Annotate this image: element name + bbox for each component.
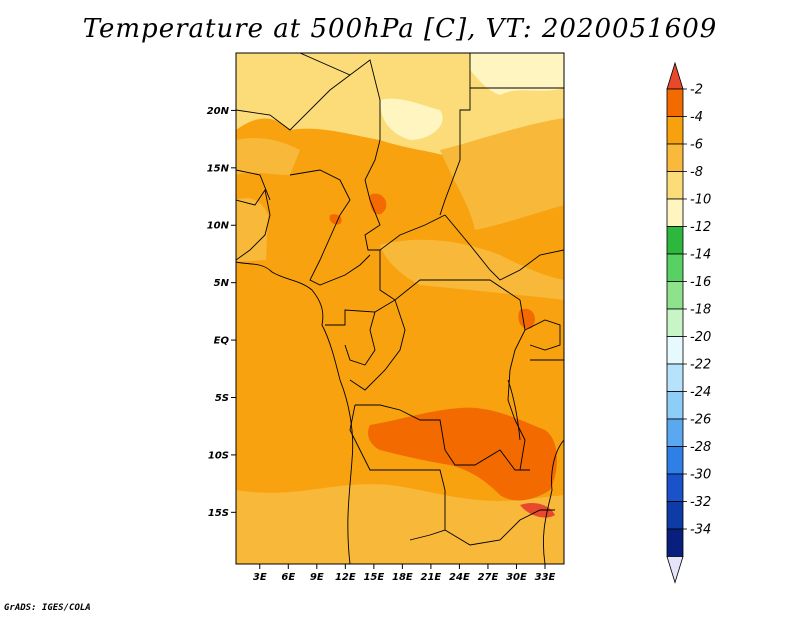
border-angola — [349, 404, 446, 541]
colorbar-label: -8 — [690, 165, 703, 180]
border-uganda — [524, 319, 561, 351]
lon-tick-label: 3E — [253, 572, 267, 583]
colorbar-label: -18 — [690, 303, 711, 318]
border-lake-tanganyika — [507, 379, 521, 441]
colorbar-box — [666, 363, 684, 392]
lat-tick-label: 10S — [208, 450, 229, 461]
colorbar-box — [666, 88, 684, 117]
lon-tick-label: 27E — [478, 572, 499, 583]
border-drc-south — [355, 404, 530, 471]
border-zambia — [444, 509, 555, 546]
lat-tick-label: 5S — [215, 393, 229, 404]
lat-tick-label: EQ — [214, 336, 230, 347]
colorbar-label: -26 — [690, 413, 711, 428]
chart-title: Temperature at 500hPa [C], VT: 202005160… — [82, 14, 718, 44]
lat-tick-label: 15N — [207, 163, 230, 174]
lon-tick-label: 15E — [363, 572, 384, 583]
colorbar-box — [666, 308, 684, 337]
colorbar-label: -28 — [690, 440, 711, 455]
border-misc-1 — [236, 188, 271, 261]
lat-tick-label: 15S — [208, 508, 229, 519]
lon-tick-label: 18E — [392, 572, 413, 583]
coastline-west — [236, 261, 354, 564]
field-ne-streak — [440, 118, 564, 230]
map-field — [236, 53, 564, 564]
grads-credit: GrADS: IGES/COLA — [4, 603, 91, 613]
country-borders — [236, 53, 564, 564]
border-sudan — [444, 214, 564, 281]
colorbar-label: -2 — [690, 83, 703, 98]
border-misc-3 — [236, 169, 271, 201]
colorbar-top-triangle — [666, 61, 684, 90]
colorbar-label: -20 — [690, 330, 711, 345]
border-drc-east — [507, 299, 526, 471]
colorbar-box — [666, 473, 684, 502]
colorbar-box — [666, 198, 684, 227]
colorbar-label: -4 — [690, 110, 703, 125]
border-car-south — [379, 250, 521, 301]
colorbar-bottom-triangle — [666, 556, 684, 584]
colorbar-box — [666, 446, 684, 475]
field-hot-2 — [329, 214, 342, 225]
colorbar-label: -14 — [690, 248, 711, 263]
coastline-east — [542, 439, 564, 564]
map-frame — [235, 52, 565, 565]
field-nw-light — [236, 138, 300, 175]
colorbar-box — [666, 336, 684, 365]
colorbar-box — [666, 116, 684, 145]
field-light-west — [236, 198, 268, 262]
border-chad-car — [364, 199, 446, 251]
colorbar-label: -10 — [690, 193, 711, 208]
border-congo — [349, 299, 406, 391]
lat-tick-label: 5N — [214, 278, 230, 289]
colorbar-label: -24 — [690, 385, 711, 400]
colorbar-label: -32 — [690, 495, 711, 510]
lat-tick-label: 10N — [207, 221, 230, 232]
lon-tick-label: 24E — [449, 572, 470, 583]
colorbar-box — [666, 281, 684, 310]
lon-tick-label: 33E — [535, 572, 556, 583]
colorbar-box — [666, 143, 684, 172]
colorbar-label: -34 — [690, 523, 711, 538]
field-light-south — [236, 484, 564, 564]
field-north-pale — [470, 53, 564, 95]
border-north-1 — [299, 53, 381, 201]
latitude-axis: 20N 15N 10N 5N EQ 5S 10S 15S — [207, 106, 236, 519]
longitude-axis: 3E 6E 9E 12E 15E 18E 21E 24E 27E 30E 33E — [253, 564, 556, 583]
border-misc-2 — [289, 169, 351, 216]
field-mid-streak — [380, 239, 564, 300]
colorbar-box — [666, 253, 684, 282]
field-north-pale-2 — [380, 98, 443, 140]
lat-tick-label: 20N — [207, 106, 230, 117]
colorbar-box — [666, 501, 684, 530]
border-gabon — [325, 309, 376, 366]
colorbar-label: -16 — [690, 275, 711, 290]
lon-tick-label: 12E — [335, 572, 356, 583]
lon-tick-label: 21E — [421, 572, 442, 583]
colorbar-label: -30 — [690, 468, 711, 483]
colorbar: -2 -4 -6 -8 -10 -12 -14 -16 -18 -20 -22 -24 -26 -28 -3… — [666, 61, 711, 584]
colorbar-box — [666, 418, 684, 447]
colorbar-box — [666, 391, 684, 420]
lon-tick-label: 30E — [506, 572, 527, 583]
colorbar-box — [666, 528, 684, 557]
colorbar-label: -22 — [690, 358, 711, 373]
lon-tick-label: 9E — [310, 572, 324, 583]
colorbar-label: -6 — [690, 138, 703, 153]
colorbar-box — [666, 171, 684, 200]
border-north-3 — [439, 53, 471, 216]
colorbar-box — [666, 226, 684, 255]
colorbar-label: -12 — [690, 220, 711, 235]
border-cameroon — [309, 214, 371, 286]
border-north-2 — [236, 74, 351, 131]
field-hot-south — [368, 407, 557, 501]
lon-tick-label: 6E — [281, 572, 295, 583]
